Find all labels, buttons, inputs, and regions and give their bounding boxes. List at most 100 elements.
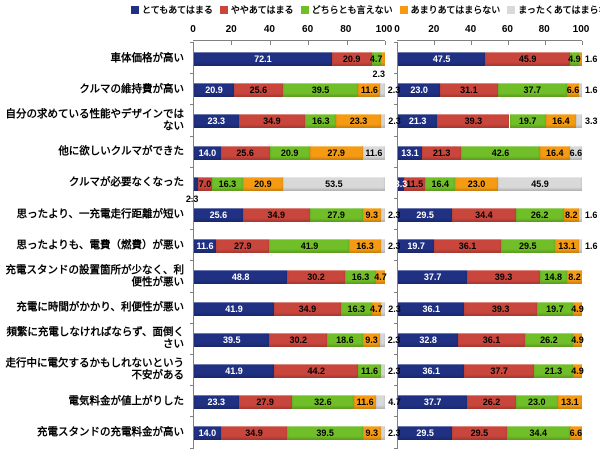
- data-label: 11.5: [406, 178, 424, 189]
- stacked-bar: 36.1 37.7 21.3 4.9: [398, 363, 584, 378]
- axis-tick-mark: [470, 41, 472, 45]
- category-label: 充電スタンドの充電料金が高い: [37, 425, 184, 438]
- category-label: 充電に時間がかかり、利便性が悪い: [16, 301, 184, 314]
- bar-segment: [398, 239, 435, 254]
- stacked-bar: 32.8 36.1 26.2 4.9: [398, 332, 584, 347]
- bar-row: 32.8 36.1 26.2 4.9: [398, 323, 584, 354]
- data-label: 2.3: [185, 193, 199, 204]
- data-label: 4.7: [369, 54, 383, 64]
- bar-segment: [425, 176, 456, 191]
- data-label: 41.9: [300, 241, 319, 252]
- data-label: 39.5: [222, 334, 241, 345]
- bar-segment: [371, 52, 381, 66]
- legend: とてもあてはまる ややあてはまる どちらとも言えない あまりあてはまらない まったくあて…: [131, 3, 600, 16]
- bar-segment: [274, 363, 359, 378]
- category-label: 思ったより、一充電走行距離が短い: [16, 207, 184, 220]
- data-label: 39.3: [491, 303, 510, 314]
- bar-segment: [452, 426, 507, 441]
- data-label: 6.6: [566, 85, 580, 96]
- stacked-bar: 39.5 30.2 18.6 9.3 2.3: [194, 332, 400, 347]
- bar-segment: [515, 207, 564, 222]
- bar-row: 29.5 34.4 26.2 8.2 1.6: [398, 198, 597, 229]
- data-label: 2.3: [388, 116, 401, 127]
- category-tick-mark: [394, 166, 398, 168]
- data-label: 11.6: [360, 85, 378, 96]
- bar-row: 41.9 44.2 11.6 2.3: [194, 354, 401, 385]
- stacked-bar: 14.0 34.9 39.5 9.3 2.3: [194, 426, 401, 441]
- stacked-bar: 37.7 39.3 14.8 8.2: [398, 270, 582, 285]
- category-tick-mark: [190, 354, 194, 355]
- data-label: 11.6: [365, 147, 383, 158]
- data-label: 4.9: [568, 54, 581, 64]
- data-label: 16.3: [311, 116, 330, 127]
- bar-segment: [398, 52, 486, 66]
- bar-row: 21.3 39.3 19.7 16.4 3.3: [398, 104, 598, 135]
- bar-segment: [380, 207, 385, 222]
- data-label: 19.7: [546, 303, 564, 314]
- stacked-bar: 20.9 25.6 39.5 11.6 2.3: [194, 83, 400, 98]
- data-label: 36.1: [422, 303, 440, 314]
- bar-segment: [566, 83, 580, 98]
- bar-segment: [539, 145, 570, 160]
- data-label: 11.6: [361, 365, 379, 376]
- bar-row: 29.5 29.5 34.4 6.6: [398, 416, 582, 447]
- bar-segment: [579, 83, 582, 98]
- legend-label: とてもあてはまる: [142, 5, 213, 15]
- data-label: 34.4: [475, 209, 493, 220]
- category-label: 他に欲しいクルマができた: [58, 145, 184, 158]
- bar-segment: [194, 270, 288, 285]
- bar-segment: [398, 395, 468, 410]
- data-label: 23.0: [467, 178, 486, 189]
- data-label: 48.8: [231, 272, 250, 283]
- data-label: 8.2: [568, 272, 581, 283]
- data-label: 2.3: [388, 241, 401, 252]
- data-label: 36.1: [458, 241, 477, 252]
- axis-tick-mark: [384, 41, 386, 45]
- bar-segment: [579, 239, 582, 254]
- axis-tick-label: 20: [225, 24, 237, 35]
- category-tick-mark: [190, 260, 194, 262]
- data-label: 21.3: [432, 147, 451, 158]
- data-label: 34.4: [529, 428, 547, 439]
- bar-segment: [358, 363, 381, 378]
- stacked-bar: 47.5 45.9 4.9 1.6: [398, 52, 597, 66]
- category-tick-mark: [394, 104, 398, 106]
- legend-swatch-icon: [507, 5, 516, 14]
- category-tick-mark: [190, 135, 194, 137]
- bar-row: 3.3 11.5 16.4 23.0 45.9: [395, 167, 583, 198]
- bar-segment: [398, 114, 438, 129]
- data-label: 25.6: [209, 209, 228, 220]
- x-axis-line: [193, 40, 386, 45]
- bar-segment: [497, 83, 567, 98]
- bar-segment: [194, 239, 217, 254]
- data-label: 4.7: [388, 397, 401, 408]
- bar-segment: [572, 363, 582, 378]
- axis-tick-mark: [269, 41, 271, 45]
- bar-segment: [398, 270, 468, 285]
- data-label: 3.3: [585, 116, 598, 127]
- bar-segment: [464, 363, 534, 378]
- data-label: 29.5: [416, 209, 434, 220]
- stacked-bar: 29.5 34.4 26.2 8.2 1.6: [398, 207, 597, 222]
- category-tick-mark: [394, 416, 398, 418]
- bar-segment: [220, 145, 270, 160]
- category-label: クルマの維持費が高い: [79, 82, 184, 95]
- bar-segment: [578, 52, 582, 66]
- stacked-bar: 36.1 39.3 19.7 4.9: [398, 301, 584, 316]
- data-label: 34.9: [263, 116, 281, 127]
- data-label: 23.3: [349, 116, 368, 127]
- bar-segment: [194, 395, 239, 410]
- legend-item: とてもあてはまる: [131, 3, 213, 16]
- data-label: 72.1: [254, 54, 272, 64]
- bar-segment: [194, 176, 199, 191]
- data-label: 2.3: [388, 209, 401, 220]
- data-label: 32.6: [314, 397, 332, 408]
- bar-segment: [569, 426, 582, 441]
- bar-row: 23.3 34.9 16.3 23.3 2.3: [194, 104, 401, 135]
- bar-segment: [282, 83, 359, 98]
- data-label: 7.0: [198, 178, 212, 189]
- category-tick-mark: [190, 385, 194, 387]
- stacked-bar: 41.9 34.9 16.3 4.7 2.3: [194, 301, 401, 316]
- bar-segment: [287, 270, 345, 285]
